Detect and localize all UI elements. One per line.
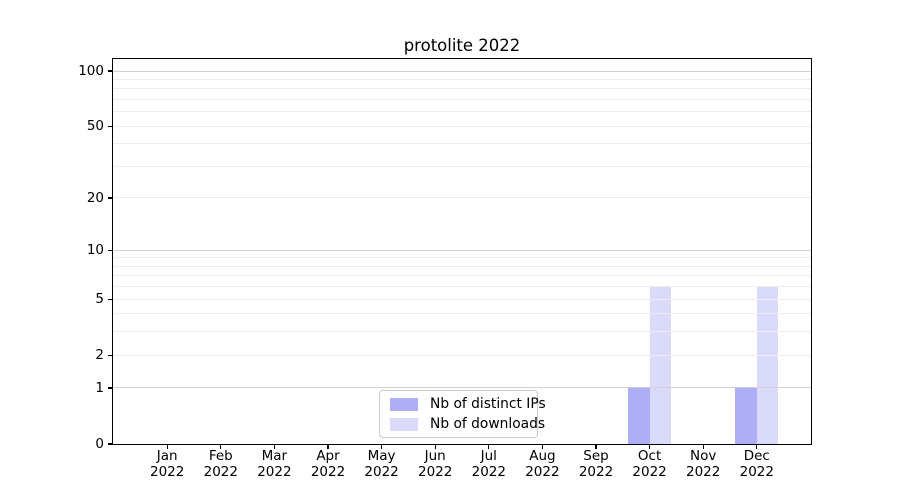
x-axis-tick	[541, 445, 543, 449]
x-axis-tick-label: Nov 2022	[686, 448, 721, 480]
x-axis-tick	[434, 445, 436, 449]
y-axis-tick-label: 0	[95, 436, 104, 452]
x-axis-tick-label: Mar 2022	[257, 448, 292, 480]
x-axis-tick	[488, 445, 490, 449]
x-axis-tick	[327, 445, 329, 449]
grid-line-minor	[113, 88, 811, 90]
grid-line-minor	[113, 143, 811, 145]
y-axis-tick	[108, 354, 112, 356]
y-axis-tick	[108, 249, 112, 251]
legend-label-downloads: Nb of downloads	[430, 416, 546, 432]
x-axis-tick	[702, 445, 704, 449]
grid-line-minor	[113, 197, 811, 199]
y-axis-tick	[108, 387, 112, 389]
grid-line-minor	[113, 257, 811, 259]
x-axis-tick-label: Jun 2022	[418, 448, 453, 480]
x-axis-tick	[166, 445, 168, 449]
legend-label-distinct-ips: Nb of distinct IPs	[430, 396, 546, 412]
chart-title: protolite 2022	[403, 36, 521, 55]
grid-line-minor	[113, 275, 811, 277]
grid-line-minor	[113, 298, 811, 300]
y-axis-tick-label: 5	[95, 291, 104, 308]
grid-line-major	[113, 70, 811, 72]
legend-swatch-distinct-ips	[390, 397, 418, 411]
legend-row-distinct-ips: Nb of distinct IPs	[390, 396, 546, 412]
grid-line-minor	[113, 354, 811, 356]
x-axis-tick-label: May 2022	[364, 448, 399, 480]
x-axis-tick	[649, 445, 651, 449]
x-axis-tick	[756, 445, 758, 449]
y-axis-tick	[108, 197, 112, 199]
y-axis-tick-label: 50	[86, 118, 104, 135]
grid-line-minor	[113, 98, 811, 100]
x-axis-tick-label: Apr 2022	[310, 448, 346, 480]
plot-area	[113, 59, 811, 444]
x-axis-tick	[595, 445, 597, 449]
x-axis-tick-label: Aug 2022	[525, 448, 560, 480]
x-axis-tick-label: Oct 2022	[632, 448, 667, 480]
grid-line-minor	[113, 286, 811, 288]
bar-downloads	[649, 286, 671, 444]
grid-line-minor	[113, 165, 811, 167]
y-axis-tick	[108, 443, 112, 445]
y-axis-tick-label: 20	[86, 189, 104, 206]
x-axis-tick	[381, 445, 383, 449]
grid-line-minor	[113, 313, 811, 315]
y-axis-tick-label: 2	[95, 347, 104, 364]
x-axis-tick-label: Jan 2022	[150, 448, 185, 480]
bar-downloads	[756, 286, 779, 444]
bar-distinct-ips	[628, 387, 650, 444]
x-axis-tick-label: Feb 2022	[203, 448, 238, 480]
x-axis-tick-label: Jul 2022	[471, 448, 506, 480]
legend-row-downloads: Nb of downloads	[390, 416, 545, 432]
y-axis-tick-label: 10	[86, 242, 104, 259]
legend: Nb of distinct IPs Nb of downloads	[379, 390, 546, 438]
y-axis-tick-label: 1	[95, 379, 104, 396]
y-axis-tick-label: 100	[78, 63, 104, 79]
grid-line-minor	[113, 265, 811, 267]
grid-line-major	[113, 249, 811, 251]
grid-line-major	[113, 387, 811, 389]
bar-distinct-ips	[735, 387, 757, 444]
x-axis-tick	[273, 445, 275, 449]
y-axis-tick	[108, 125, 112, 127]
grid-line-minor	[113, 331, 811, 333]
grid-line-minor	[113, 78, 811, 80]
y-axis-tick	[108, 298, 112, 300]
x-axis-tick-label: Dec 2022	[739, 448, 774, 480]
x-axis-tick	[220, 445, 222, 449]
x-axis-tick-label: Sep 2022	[578, 448, 614, 480]
y-axis-tick	[108, 70, 112, 72]
legend-swatch-downloads	[390, 417, 418, 431]
grid-line-minor	[113, 125, 811, 127]
grid-line-minor	[113, 111, 811, 113]
